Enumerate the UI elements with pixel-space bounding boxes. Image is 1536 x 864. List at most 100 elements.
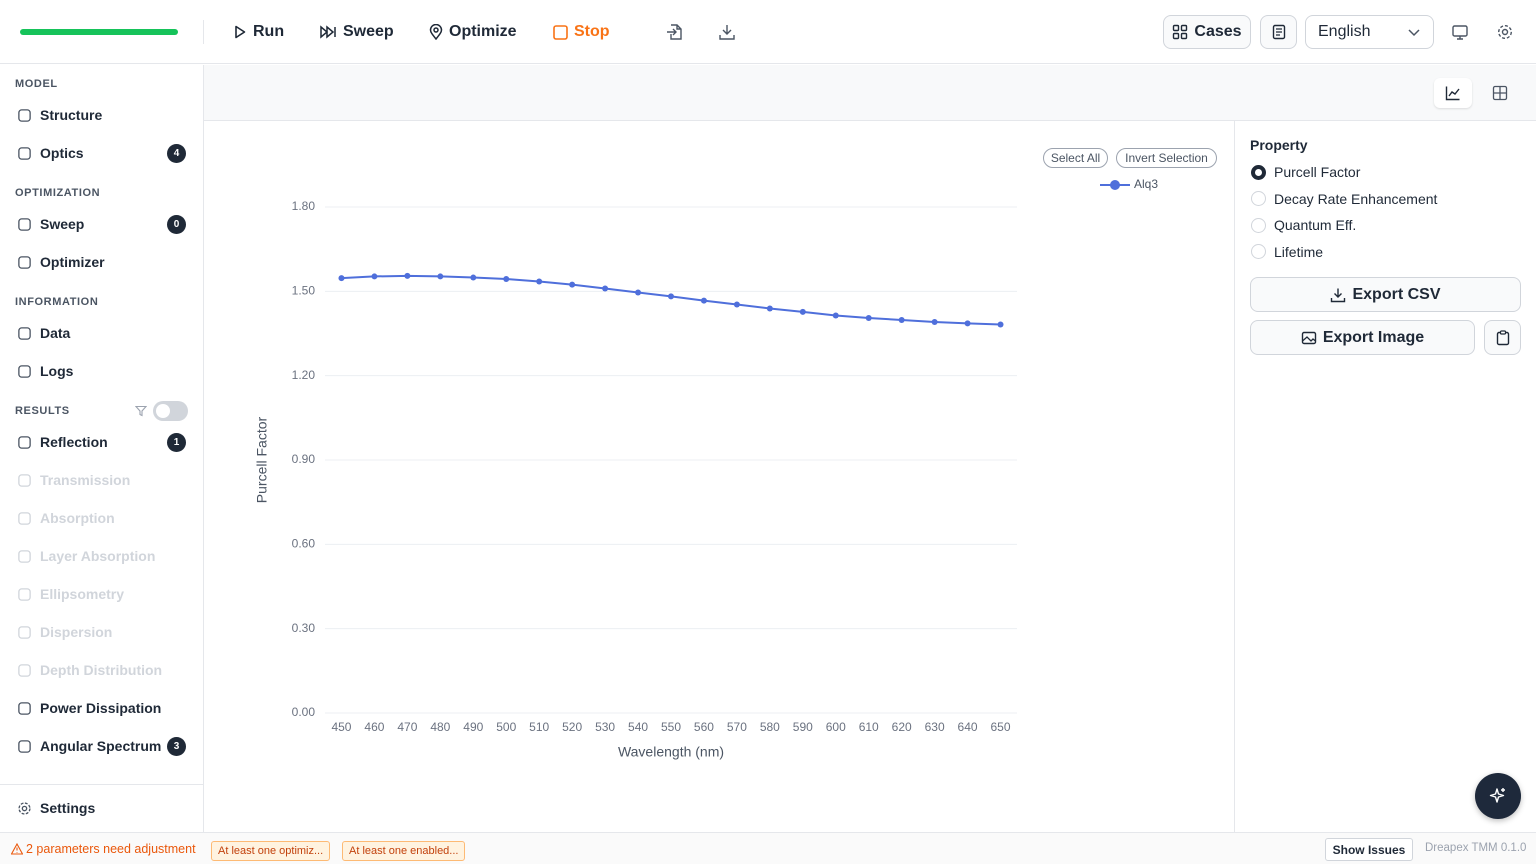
icon-shape <box>18 364 31 378</box>
property-option[interactable]: Quantum Eff. <box>1251 217 1356 233</box>
run-button[interactable]: Run <box>233 18 284 46</box>
x-tick-label: 650 <box>991 720 1011 734</box>
language-select[interactable]: English <box>1305 15 1434 49</box>
icon <box>235 25 246 39</box>
icon <box>1492 85 1508 101</box>
label: Purcell Factor <box>1274 164 1361 180</box>
sweep-button[interactable]: Sweep <box>319 18 394 46</box>
optimize-button[interactable]: Optimize <box>429 18 517 46</box>
property-option[interactable]: Lifetime <box>1251 244 1323 260</box>
nav-item[interactable]: Optics 4 <box>0 134 203 172</box>
notes-button[interactable] <box>1260 15 1297 49</box>
show-issues-button[interactable]: Show Issues <box>1325 838 1413 861</box>
invert-selection-button[interactable]: Invert Selection <box>1116 148 1217 168</box>
label: Cases <box>1194 23 1242 40</box>
icon <box>18 435 31 449</box>
nav-item[interactable]: Optimizer <box>0 243 203 281</box>
label: Depth Distribution <box>40 662 163 678</box>
section-title: OPTIMIZATION <box>15 187 101 199</box>
settings-button[interactable] <box>1496 23 1514 41</box>
icon-shape <box>18 255 31 269</box>
label: Dispersion <box>40 624 113 640</box>
badge: 1 <box>167 432 186 452</box>
icon <box>18 801 31 815</box>
badge: 3 <box>167 736 186 756</box>
label: Absorption <box>40 510 115 526</box>
status-bar: 2 parameters need adjustment At least on… <box>0 832 1536 864</box>
display-button[interactable] <box>1451 23 1469 41</box>
toolbar: Run Sweep Optimize Stop Cases English <box>0 0 1536 64</box>
x-tick-label: 480 <box>430 720 450 734</box>
label: Optics <box>40 145 84 161</box>
nav-item[interactable]: Logs <box>0 352 203 390</box>
export-image-button[interactable]: Export Image <box>1250 320 1475 355</box>
nav-item[interactable]: Angular Spectrum 3 <box>0 727 203 765</box>
y-tick-label: 1.80 <box>292 199 316 213</box>
x-tick-label: 630 <box>925 720 945 734</box>
label: Optimizer <box>40 254 105 270</box>
stop-button[interactable]: Stop <box>553 18 610 46</box>
copy-button[interactable] <box>1484 320 1521 355</box>
x-tick-label: 640 <box>958 720 978 734</box>
section-title: MODEL <box>15 78 58 90</box>
x-tick-label: 470 <box>397 720 417 734</box>
x-tick-label: 550 <box>661 720 681 734</box>
data-point <box>799 308 806 315</box>
nav-item: Absorption <box>0 499 203 537</box>
assistant-button[interactable] <box>1475 773 1521 819</box>
export-csv-button[interactable]: Export CSV <box>1250 277 1521 312</box>
y-tick-label: 0.30 <box>292 621 316 635</box>
icon <box>1301 331 1317 344</box>
download-button[interactable] <box>718 23 736 41</box>
data-point <box>700 297 707 304</box>
label: English <box>1318 23 1371 40</box>
icon <box>18 587 31 601</box>
icon <box>1331 288 1346 302</box>
section-title: INFORMATION <box>15 296 99 308</box>
settings-item[interactable]: Settings <box>0 789 203 827</box>
x-tick-label: 450 <box>331 720 351 734</box>
label: Ellipsometry <box>40 586 125 602</box>
data-point <box>997 321 1004 328</box>
icon-shape <box>18 701 31 715</box>
icon <box>18 625 31 639</box>
cases-button[interactable]: Cases <box>1163 15 1251 49</box>
nav-item[interactable]: Structure <box>0 96 203 134</box>
label: Lifetime <box>1274 243 1324 260</box>
nav-item[interactable]: Sweep 0 <box>0 205 203 243</box>
label: Layer Absorption <box>40 548 156 564</box>
label: Export CSV <box>1352 285 1441 303</box>
y-tick-label: 1.20 <box>292 368 316 382</box>
data-point <box>766 305 773 312</box>
label: 2 parameters need adjustment <box>26 842 196 856</box>
filter-icon <box>135 405 147 417</box>
nav-item[interactable]: Data <box>0 314 203 352</box>
label: Decay Rate Enhancement <box>1274 190 1438 207</box>
icon-shape <box>18 217 31 231</box>
property-panel: Property Export CSV Export Image Purcell… <box>1234 121 1536 832</box>
property-option[interactable]: Purcell Factor <box>1251 164 1360 180</box>
nav-item[interactable]: Reflection 1 <box>0 423 203 461</box>
nav-item: Transmission <box>0 461 203 499</box>
icon <box>429 24 443 40</box>
data-point <box>931 318 938 325</box>
y-tick-label: 0.90 <box>292 452 316 466</box>
issue-chip[interactable]: At least one enabled... <box>342 841 466 861</box>
y-tick-label: 1.50 <box>292 284 316 298</box>
label: Sweep <box>343 23 394 40</box>
chart-view-toggle[interactable] <box>1434 78 1472 108</box>
property-option[interactable]: Decay Rate Enhancement <box>1251 191 1437 207</box>
select-all-button[interactable]: Select All <box>1043 148 1108 168</box>
badge: 4 <box>167 143 186 163</box>
nav-item[interactable]: Power Dissipation <box>0 689 203 727</box>
data-point <box>437 273 444 280</box>
data-point <box>470 274 477 281</box>
results-toggle[interactable] <box>153 401 188 421</box>
import-button[interactable] <box>666 23 684 41</box>
warning[interactable]: 2 parameters need adjustment <box>11 842 196 856</box>
table-view-toggle[interactable] <box>1481 78 1519 108</box>
data-point <box>536 278 543 285</box>
issue-chip[interactable]: At least one optimiz... <box>211 841 331 861</box>
nav-item: Dispersion <box>0 613 203 651</box>
